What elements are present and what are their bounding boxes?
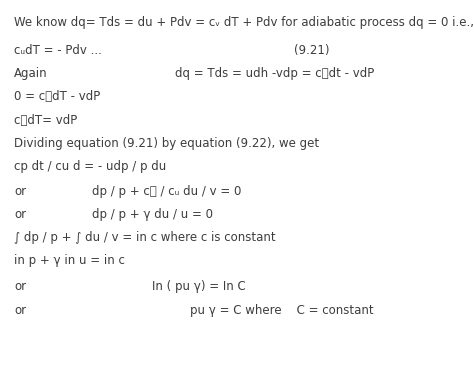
- Text: or: or: [14, 304, 27, 317]
- Text: Again: Again: [14, 67, 48, 80]
- Text: c₝dT= vdP: c₝dT= vdP: [14, 114, 77, 127]
- Text: Dividing equation (9.21) by equation (9.22), we get: Dividing equation (9.21) by equation (9.…: [14, 137, 319, 150]
- Text: or: or: [14, 208, 27, 221]
- Text: (9.21): (9.21): [294, 44, 329, 57]
- Text: ∫ dp / p + ∫ du / v = in c where c is constant: ∫ dp / p + ∫ du / v = in c where c is co…: [14, 231, 276, 244]
- Text: cp dt / cu d = - udp / p du: cp dt / cu d = - udp / p du: [14, 160, 166, 173]
- Text: or: or: [14, 185, 27, 198]
- Text: dp / p + γ du / u = 0: dp / p + γ du / u = 0: [92, 208, 213, 221]
- Text: dp / p + c₝ / cᵤ du / v = 0: dp / p + c₝ / cᵤ du / v = 0: [92, 185, 242, 198]
- Text: pu γ = C where    C = constant: pu γ = C where C = constant: [190, 304, 373, 317]
- Text: In ( pu γ) = In C: In ( pu γ) = In C: [152, 280, 246, 294]
- Text: or: or: [14, 280, 27, 294]
- Text: in p + γ in u = in c: in p + γ in u = in c: [14, 254, 125, 267]
- Text: dq = Tds = udh -vdp = c₝dt - vdP: dq = Tds = udh -vdp = c₝dt - vdP: [175, 67, 374, 80]
- Text: We know dq= Tds = du + Pdv = cᵥ dT + Pdv for adiabatic process dq = 0 i.e., ds =: We know dq= Tds = du + Pdv = cᵥ dT + Pdv…: [14, 16, 474, 29]
- Text: 0 = c₝dT - vdP: 0 = c₝dT - vdP: [14, 90, 100, 103]
- Text: cᵤdT = - Pdv ...: cᵤdT = - Pdv ...: [14, 44, 102, 57]
